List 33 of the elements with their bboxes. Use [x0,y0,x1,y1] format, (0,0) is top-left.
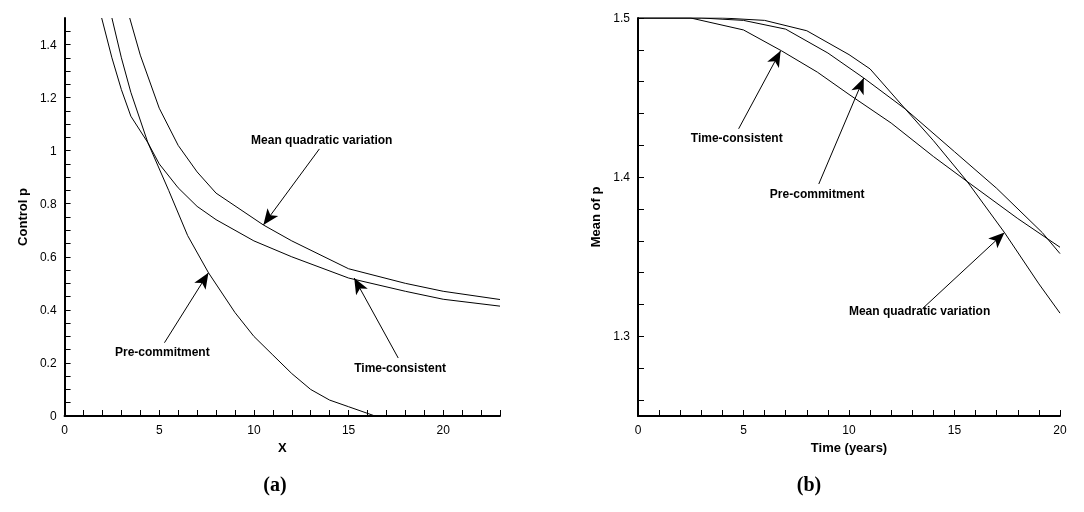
annotation: Mean quadratic variation [251,132,393,147]
y-tick-label: 1.5 [613,11,631,25]
y-tick-label: 0.4 [39,302,57,317]
text: (b) [796,473,822,496]
y-tick-label: 1.2 [39,90,57,105]
x-tick-label: 20 [436,423,451,437]
y-tick-label: 0 [49,409,57,423]
text: (a) [263,473,287,496]
y-tick-label: 1 [49,143,57,158]
annotation: Time-consistent [690,131,783,146]
annotation: Pre-commitment [114,345,210,360]
annotation: Time-consistent [354,360,447,375]
y-tick-label: 0.2 [39,355,57,370]
y-tick-label: 0.6 [39,249,57,264]
x-tick-label: 10 [247,423,261,437]
x-tick-label: 10 [842,423,856,437]
annotation: Mean quadratic variation [848,304,991,319]
y-axis-title: Mean of p [588,186,604,248]
x-axis-title: X [277,439,287,455]
x-tick-label: 0 [634,423,642,437]
y-tick-label: 1.3 [613,329,631,344]
y-axis-title: Control p [15,188,30,246]
y-tick-label: 0.8 [39,196,57,211]
y-tick-label: 1.4 [39,37,57,52]
y-tick-label: 1.4 [613,170,631,185]
x-tick-label: 0 [61,423,69,437]
x-tick-label: 15 [341,423,356,437]
x-tick-label: 5 [740,423,748,437]
x-tick-label: 5 [155,423,163,437]
annotation: Pre-commitment [769,186,865,201]
x-tick-label: 15 [947,423,962,437]
x-axis-title: Time (years) [810,439,888,455]
x-tick-label: 20 [1053,423,1067,437]
